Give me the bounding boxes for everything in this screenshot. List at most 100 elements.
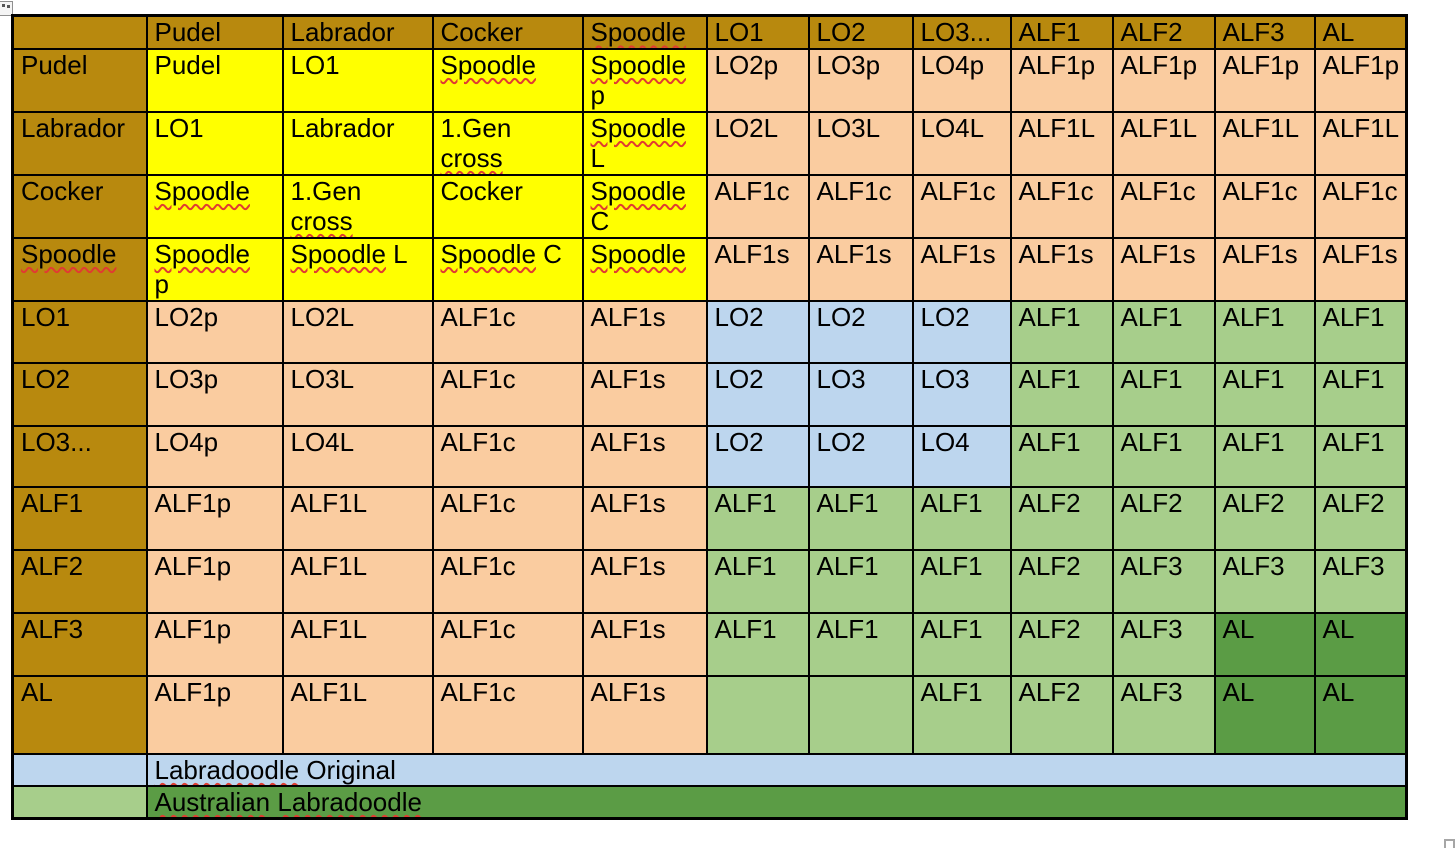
cell-pudel-lo1[interactable]: LO2p bbox=[705, 47, 810, 113]
cell-pudel-spoodle[interactable]: Spoodle p bbox=[581, 47, 708, 113]
cell-spoodle-spoodle[interactable]: Spoodle bbox=[581, 236, 708, 302]
cell-alf1-pudel[interactable]: ALF1p bbox=[145, 485, 284, 551]
cell-lo3-spoodle[interactable]: ALF1s bbox=[581, 424, 708, 488]
cell-alf2-lo2[interactable]: ALF1 bbox=[807, 548, 914, 614]
cell-alf1-labrador[interactable]: ALF1L bbox=[281, 485, 434, 551]
cell-alf3-lo1[interactable]: ALF1 bbox=[705, 611, 810, 677]
cell-labrador-pudel[interactable]: LO1 bbox=[145, 110, 284, 176]
cell-alf1-alf1[interactable]: ALF2 bbox=[1009, 485, 1114, 551]
cell-spoodle-alf3[interactable]: ALF1s bbox=[1213, 236, 1316, 302]
cell-alf3-cocker[interactable]: ALF1c bbox=[431, 611, 584, 677]
cell-al-lo1[interactable] bbox=[705, 674, 810, 755]
cell-spoodle-alf1[interactable]: ALF1s bbox=[1009, 236, 1114, 302]
legend-label-labradoodle-original[interactable]: Labradoodle Original bbox=[145, 752, 1408, 787]
cell-alf2-cocker[interactable]: ALF1c bbox=[431, 548, 584, 614]
cell-alf3-lo3[interactable]: ALF1 bbox=[911, 611, 1012, 677]
cell-spoodle-pudel[interactable]: Spoodle p bbox=[145, 236, 284, 302]
cell-al-lo3[interactable]: ALF1 bbox=[911, 674, 1012, 755]
cell-pudel-al[interactable]: ALF1p bbox=[1313, 47, 1408, 113]
column-header-spoodle[interactable]: Spoodle bbox=[581, 14, 708, 50]
cell-lo1-alf1[interactable]: ALF1 bbox=[1009, 299, 1114, 364]
cell-cocker-alf2[interactable]: ALF1c bbox=[1111, 173, 1216, 239]
cell-alf1-alf3[interactable]: ALF2 bbox=[1213, 485, 1316, 551]
row-header-alf3[interactable]: ALF3 bbox=[11, 611, 148, 677]
cell-lo1-lo3[interactable]: LO2 bbox=[911, 299, 1012, 364]
cell-alf2-lo3[interactable]: ALF1 bbox=[911, 548, 1012, 614]
column-header-al[interactable]: AL bbox=[1313, 14, 1408, 50]
cell-pudel-alf1[interactable]: ALF1p bbox=[1009, 47, 1114, 113]
cell-alf1-alf2[interactable]: ALF2 bbox=[1111, 485, 1216, 551]
row-header-spoodle[interactable]: Spoodle bbox=[11, 236, 148, 302]
cell-alf3-al[interactable]: AL bbox=[1313, 611, 1408, 677]
cell-lo3-labrador[interactable]: LO4L bbox=[281, 424, 434, 488]
cell-lo3-alf1[interactable]: ALF1 bbox=[1009, 424, 1114, 488]
cell-lo3-alf3[interactable]: ALF1 bbox=[1213, 424, 1316, 488]
row-header-cocker[interactable]: Cocker bbox=[11, 173, 148, 239]
cell-pudel-cocker[interactable]: Spoodle bbox=[431, 47, 584, 113]
cell-cocker-lo3[interactable]: ALF1c bbox=[911, 173, 1012, 239]
cell-alf2-spoodle[interactable]: ALF1s bbox=[581, 548, 708, 614]
cell-alf2-lo1[interactable]: ALF1 bbox=[705, 548, 810, 614]
cell-alf2-alf1[interactable]: ALF2 bbox=[1009, 548, 1114, 614]
cell-al-al[interactable]: AL bbox=[1313, 674, 1408, 755]
cell-alf3-alf1[interactable]: ALF2 bbox=[1009, 611, 1114, 677]
column-header-lo1[interactable]: LO1 bbox=[705, 14, 810, 50]
cell-lo1-spoodle[interactable]: ALF1s bbox=[581, 299, 708, 364]
cell-alf1-lo2[interactable]: ALF1 bbox=[807, 485, 914, 551]
cell-spoodle-lo1[interactable]: ALF1s bbox=[705, 236, 810, 302]
cell-lo3-lo2[interactable]: LO2 bbox=[807, 424, 914, 488]
cell-lo2-pudel[interactable]: LO3p bbox=[145, 361, 284, 427]
column-header-pudel[interactable]: Pudel bbox=[145, 14, 284, 50]
cell-pudel-pudel[interactable]: Pudel bbox=[145, 47, 284, 113]
cell-alf3-alf2[interactable]: ALF3 bbox=[1111, 611, 1216, 677]
column-header-alf1[interactable]: ALF1 bbox=[1009, 14, 1114, 50]
cell-alf3-spoodle[interactable]: ALF1s bbox=[581, 611, 708, 677]
cell-cocker-labrador[interactable]: 1.Gen cross bbox=[281, 173, 434, 239]
row-header-lo1[interactable]: LO1 bbox=[11, 299, 148, 364]
cell-pudel-alf3[interactable]: ALF1p bbox=[1213, 47, 1316, 113]
cell-alf1-cocker[interactable]: ALF1c bbox=[431, 485, 584, 551]
table-move-handle-icon[interactable] bbox=[0, 1, 13, 16]
cell-cocker-spoodle[interactable]: Spoodle C bbox=[581, 173, 708, 239]
row-header-al[interactable]: AL bbox=[11, 674, 148, 755]
cell-labrador-alf2[interactable]: ALF1L bbox=[1111, 110, 1216, 176]
cell-lo2-alf1[interactable]: ALF1 bbox=[1009, 361, 1114, 427]
cell-lo3-al[interactable]: ALF1 bbox=[1313, 424, 1408, 488]
cell-labrador-lo2[interactable]: LO3L bbox=[807, 110, 914, 176]
cell-cocker-cocker[interactable]: Cocker bbox=[431, 173, 584, 239]
cell-lo2-lo2[interactable]: LO3 bbox=[807, 361, 914, 427]
cell-spoodle-lo3[interactable]: ALF1s bbox=[911, 236, 1012, 302]
legend-swatch-labradoodle-original[interactable] bbox=[11, 752, 148, 787]
cell-lo3-cocker[interactable]: ALF1c bbox=[431, 424, 584, 488]
column-header-lo2[interactable]: LO2 bbox=[807, 14, 914, 50]
cell-al-labrador[interactable]: ALF1L bbox=[281, 674, 434, 755]
cell-labrador-alf1[interactable]: ALF1L bbox=[1009, 110, 1114, 176]
row-header-lo2[interactable]: LO2 bbox=[11, 361, 148, 427]
cell-lo3-pudel[interactable]: LO4p bbox=[145, 424, 284, 488]
cell-lo1-al[interactable]: ALF1 bbox=[1313, 299, 1408, 364]
cell-cocker-alf3[interactable]: ALF1c bbox=[1213, 173, 1316, 239]
cell-labrador-lo1[interactable]: LO2L bbox=[705, 110, 810, 176]
cell-alf2-labrador[interactable]: ALF1L bbox=[281, 548, 434, 614]
cell-al-lo2[interactable] bbox=[807, 674, 914, 755]
cell-lo2-lo3[interactable]: LO3 bbox=[911, 361, 1012, 427]
cell-lo2-labrador[interactable]: LO3L bbox=[281, 361, 434, 427]
cell-pudel-lo2[interactable]: LO3p bbox=[807, 47, 914, 113]
cell-alf1-lo1[interactable]: ALF1 bbox=[705, 485, 810, 551]
cell-alf1-al[interactable]: ALF2 bbox=[1313, 485, 1408, 551]
cell-labrador-spoodle[interactable]: Spoodle L bbox=[581, 110, 708, 176]
cell-lo2-cocker[interactable]: ALF1c bbox=[431, 361, 584, 427]
cell-lo3-lo1[interactable]: LO2 bbox=[705, 424, 810, 488]
cell-pudel-labrador[interactable]: LO1 bbox=[281, 47, 434, 113]
cell-alf2-pudel[interactable]: ALF1p bbox=[145, 548, 284, 614]
cell-al-spoodle[interactable]: ALF1s bbox=[581, 674, 708, 755]
cell-alf1-lo3[interactable]: ALF1 bbox=[911, 485, 1012, 551]
cell-cocker-lo2[interactable]: ALF1c bbox=[807, 173, 914, 239]
cell-alf2-alf2[interactable]: ALF3 bbox=[1111, 548, 1216, 614]
cell-lo2-spoodle[interactable]: ALF1s bbox=[581, 361, 708, 427]
cell-cocker-al[interactable]: ALF1c bbox=[1313, 173, 1408, 239]
row-header-alf2[interactable]: ALF2 bbox=[11, 548, 148, 614]
cell-alf3-lo2[interactable]: ALF1 bbox=[807, 611, 914, 677]
cell-cocker-pudel[interactable]: Spoodle bbox=[145, 173, 284, 239]
row-header-labrador[interactable]: Labrador bbox=[11, 110, 148, 176]
